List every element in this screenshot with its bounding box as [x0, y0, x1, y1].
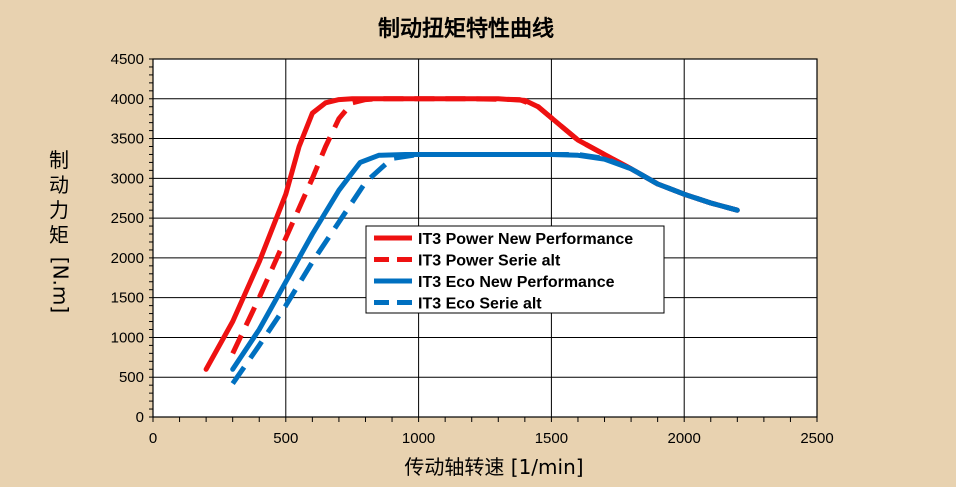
series-layer [203, 96, 740, 386]
minor-ticks [149, 58, 818, 422]
series-line-3 [230, 152, 738, 386]
legend-label-3: IT3 Eco Serie alt [418, 296, 542, 313]
y-axis-unit: [N.m] [49, 257, 73, 313]
y-tick-label-1: 500 [119, 369, 144, 386]
y-tick-label-0: 0 [136, 409, 144, 426]
x-tick-label-4: 2000 [668, 430, 701, 447]
y-tick-label-5: 2500 [111, 210, 144, 227]
legend-label-0: IT3 Power New Performance [418, 231, 633, 248]
legend: IT3 Power New Performance IT3 Power Serie… [365, 225, 665, 314]
y-axis-label-char-3: 矩 [49, 223, 69, 247]
y-tick-label-4: 2000 [111, 250, 144, 267]
x-tick-label-1: 500 [273, 430, 298, 447]
y-tick-label-8: 4000 [111, 91, 144, 108]
legend-box [365, 225, 665, 314]
y-axis-label-char-1: 动 [49, 173, 69, 197]
x-tick-label-2: 1000 [402, 430, 435, 447]
y-tick-label-7: 3500 [111, 131, 144, 148]
x-axis-label: 传动轴转速 [1/min] [404, 455, 583, 479]
x-tick-label-0: 0 [149, 430, 157, 447]
legend-label-1: IT3 Power Serie alt [418, 253, 561, 270]
plot-frame [152, 58, 818, 418]
y-tick-label-2: 1000 [111, 329, 144, 346]
y-axis-label-char-2: 力 [49, 198, 69, 222]
y-tick-label-9: 4500 [111, 51, 144, 68]
y-tick-label-6: 3000 [111, 170, 144, 187]
chart-title: 制动扭矩特性曲线 [378, 16, 554, 42]
x-tick-label-5: 2500 [800, 430, 833, 447]
legend-label-2: IT3 Eco New Performance [418, 274, 615, 291]
y-tick-labels: 0 500 1000 1500 2000 2500 3000 3500 4000 4500 [111, 51, 144, 426]
x-tick-label-3: 1500 [535, 430, 568, 447]
y-axis-label-char-0: 制 [49, 148, 69, 172]
x-tick-labels: 0 500 1000 1500 2000 2500 [149, 430, 834, 447]
y-tick-label-3: 1500 [111, 290, 144, 307]
